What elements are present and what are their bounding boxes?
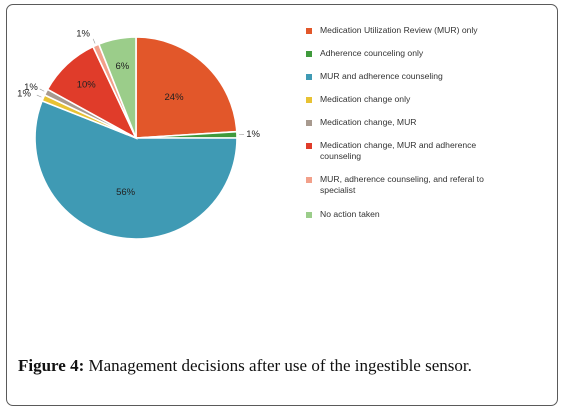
slice-label: 1% [246,129,260,140]
slice-label: 1% [76,29,90,40]
legend-label: MUR, adherence counseling, and referal t… [320,174,484,195]
legend-swatch [306,74,312,80]
leader-line [36,94,42,98]
legend-item: Adherence counceling only [306,48,510,59]
pie-slice [34,99,238,240]
leader-line [39,88,45,92]
legend-item: MUR, adherence counseling, and referal t… [306,174,510,196]
legend-label: Medication Utilization Review (MUR) only [320,25,478,35]
slice-label: 6% [116,61,130,72]
slice-label: 24% [165,92,185,103]
legend-label: MUR and adherence counseling [320,71,443,81]
caption-text: Management decisions after use of the in… [84,356,472,375]
legend-label: No action taken [320,209,380,219]
legend-item: Medication change only [306,94,510,105]
legend-item: Medication change, MUR and adherence cou… [306,140,510,162]
legend-item: Medication Utilization Review (MUR) only [306,25,510,36]
legend-swatch [306,120,312,126]
legend-swatch [306,212,312,218]
legend-label: Medication change, MUR and adherence cou… [320,140,477,161]
figure-frame [6,4,558,406]
legend-item: Medication change, MUR [306,117,510,128]
slice-label: 56% [116,187,136,198]
slice-label: 1% [17,88,31,99]
pie-slice [135,36,238,139]
legend-swatch [306,177,312,183]
slice-label: 1% [24,82,38,93]
legend-swatch [306,28,312,34]
legend-item: MUR and adherence counseling [306,71,510,82]
legend-swatch [306,51,312,57]
legend-item: No action taken [306,209,510,220]
legend-swatch [306,97,312,103]
slice-label: 10% [77,80,97,91]
figure-caption: Figure 4: Management decisions after use… [18,356,472,376]
leader-line [92,38,96,44]
caption-label: Figure 4: [18,356,85,375]
legend-swatch [306,143,312,149]
legend-label: Adherence counceling only [320,48,424,58]
legend-label: Medication change, MUR [320,117,417,127]
pie-slice [97,36,137,139]
legend-label: Medication change only [320,94,411,104]
